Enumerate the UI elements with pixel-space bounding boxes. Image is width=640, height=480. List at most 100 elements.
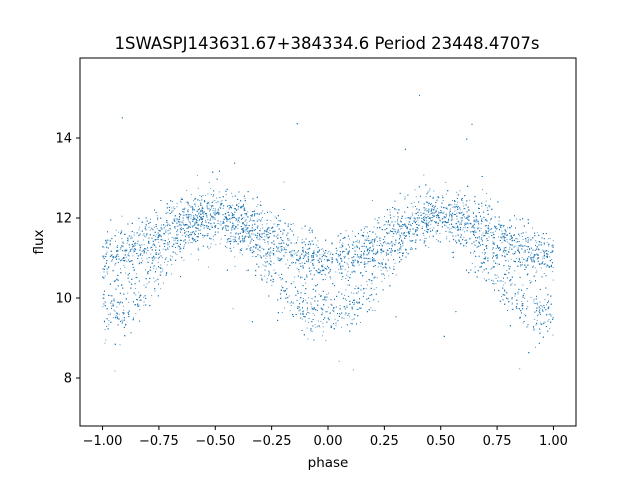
data-point — [136, 277, 138, 279]
data-point — [313, 250, 315, 252]
data-point — [534, 267, 536, 269]
data-point — [150, 218, 151, 220]
data-point — [424, 209, 426, 211]
data-point — [261, 216, 263, 218]
data-point — [275, 236, 277, 237]
data-point — [243, 216, 245, 218]
data-point — [540, 263, 542, 265]
data-point — [347, 251, 349, 253]
data-point — [218, 212, 220, 214]
data-point — [471, 230, 473, 232]
data-point — [297, 236, 299, 238]
data-point — [319, 326, 321, 328]
data-point — [195, 226, 197, 228]
data-point — [462, 229, 464, 231]
data-point — [114, 316, 116, 318]
data-point — [465, 245, 467, 247]
data-point — [176, 219, 178, 221]
data-point — [389, 251, 391, 253]
data-point — [134, 245, 136, 247]
data-point — [193, 218, 195, 219]
data-point — [328, 250, 330, 252]
data-point — [267, 238, 269, 240]
data-point — [527, 300, 528, 302]
data-point — [104, 342, 106, 344]
data-point — [552, 279, 554, 281]
data-point — [354, 246, 356, 248]
data-point — [146, 283, 148, 285]
data-point — [252, 229, 254, 231]
data-point — [355, 285, 357, 287]
data-point — [438, 197, 440, 199]
data-point — [469, 199, 471, 201]
data-point — [155, 246, 157, 248]
data-point — [171, 273, 173, 275]
data-point — [230, 221, 231, 223]
data-point — [210, 246, 212, 248]
data-point — [184, 225, 186, 227]
data-point — [143, 301, 145, 303]
data-point — [358, 264, 360, 266]
data-point — [188, 216, 190, 217]
data-point — [256, 206, 258, 207]
data-point — [441, 195, 443, 197]
data-point — [190, 232, 192, 234]
data-point — [315, 254, 317, 256]
data-point — [179, 224, 181, 226]
data-point — [335, 271, 337, 273]
data-point — [545, 266, 547, 268]
data-point — [431, 209, 432, 211]
data-point — [493, 242, 495, 244]
data-point — [490, 198, 491, 200]
data-point — [402, 241, 404, 243]
data-point — [518, 259, 520, 261]
data-point — [533, 327, 534, 329]
data-point — [514, 270, 516, 272]
data-point — [339, 313, 340, 314]
data-point — [537, 254, 539, 256]
data-point — [216, 197, 218, 199]
data-point — [375, 233, 377, 235]
data-point — [417, 219, 419, 221]
data-point — [249, 220, 250, 222]
data-point — [305, 299, 307, 301]
data-point — [367, 253, 369, 255]
data-point — [437, 217, 439, 219]
data-point — [342, 244, 344, 246]
data-point — [196, 224, 198, 226]
data-point — [424, 222, 426, 224]
data-point — [542, 249, 544, 251]
data-point — [125, 325, 127, 326]
data-point — [308, 321, 309, 323]
data-point — [279, 258, 281, 259]
data-point — [437, 211, 439, 213]
data-point — [310, 302, 312, 304]
data-point — [548, 251, 550, 253]
data-point — [544, 298, 546, 300]
data-point — [150, 227, 152, 229]
data-point — [410, 246, 412, 248]
data-point — [527, 306, 529, 308]
data-point — [210, 217, 211, 219]
data-point — [162, 233, 164, 235]
data-point — [156, 215, 158, 217]
data-point — [214, 213, 216, 215]
data-point — [446, 236, 448, 238]
data-point — [308, 254, 310, 256]
data-point — [182, 211, 184, 212]
data-point — [407, 217, 409, 219]
data-point — [345, 289, 347, 291]
data-point — [400, 248, 402, 250]
data-point — [325, 274, 327, 276]
data-point — [273, 269, 275, 271]
data-point — [375, 287, 377, 289]
data-point — [488, 231, 489, 233]
data-point — [137, 243, 139, 245]
data-point — [158, 232, 160, 234]
data-point — [205, 234, 207, 236]
data-point — [232, 204, 234, 206]
data-point — [495, 283, 497, 285]
data-point — [287, 259, 289, 261]
data-point — [442, 218, 444, 220]
